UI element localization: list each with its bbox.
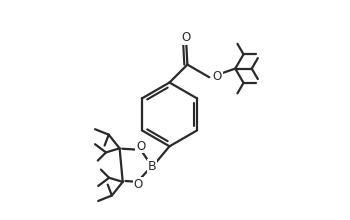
Text: O: O	[213, 70, 222, 83]
Text: O: O	[133, 178, 142, 191]
Text: O: O	[136, 140, 145, 153]
Text: O: O	[182, 31, 191, 44]
Text: B: B	[148, 160, 156, 173]
